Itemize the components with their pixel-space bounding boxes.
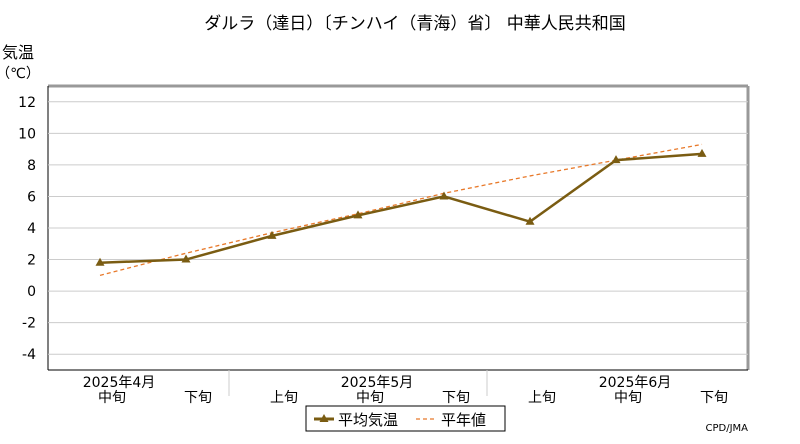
series-line-mean xyxy=(99,152,703,264)
y-axis-unit: （℃） xyxy=(0,66,40,82)
data-point-mean xyxy=(525,216,535,225)
y-tick-label: -2 xyxy=(22,316,36,332)
y-tick-label: -4 xyxy=(22,347,36,363)
y-tick-label: 10 xyxy=(18,126,36,142)
data-point-mean xyxy=(267,230,277,239)
x-tick-label: 下旬 xyxy=(184,390,212,406)
data-point-mean xyxy=(353,210,363,219)
series-line-normal xyxy=(99,143,703,276)
credit: CPD/JMA xyxy=(706,423,749,434)
legend: 平均気温 平年値 xyxy=(305,405,506,432)
y-tick-label: 8 xyxy=(27,158,36,174)
legend-label-normal: 平年値 xyxy=(441,411,486,429)
x-tick-label: 上旬 xyxy=(528,390,556,406)
y-tick-label: 0 xyxy=(27,284,36,300)
x-tick-label: 上旬 xyxy=(270,390,298,406)
legend-marker-mean xyxy=(319,414,329,422)
x-month-label: 2025年4月 xyxy=(83,375,156,391)
chart-title: ダルラ（達日）〔チンハイ（青海）省〕 中華人民共和国 xyxy=(204,14,626,34)
x-month-label: 2025年5月 xyxy=(341,375,414,391)
data-point-mean xyxy=(181,254,191,263)
legend-box xyxy=(305,405,506,432)
series xyxy=(95,143,707,276)
data-point-mean xyxy=(95,257,105,266)
x-tick-label: 下旬 xyxy=(442,390,470,406)
x-month-label: 2025年6月 xyxy=(599,375,672,391)
y-tick-labels: 12 10 8 6 4 2 0 -2 -4 xyxy=(18,95,36,363)
x-tick-label: 中旬 xyxy=(356,390,384,406)
y-tick-label: 12 xyxy=(18,95,36,111)
legend-label-mean: 平均気温 xyxy=(338,411,398,429)
data-point-mean xyxy=(439,191,449,200)
x-tick-label: 中旬 xyxy=(98,390,126,406)
x-tick-label: 中旬 xyxy=(614,390,642,406)
y-tick-label: 6 xyxy=(27,189,36,205)
data-point-mean xyxy=(611,155,621,164)
data-point-mean xyxy=(697,148,707,157)
y-tick-label: 4 xyxy=(27,221,36,237)
y-axis-label: 気温 xyxy=(2,43,34,62)
y-tick-label: 2 xyxy=(27,253,36,269)
grid xyxy=(48,101,748,396)
x-tick-label: 下旬 xyxy=(700,390,728,406)
